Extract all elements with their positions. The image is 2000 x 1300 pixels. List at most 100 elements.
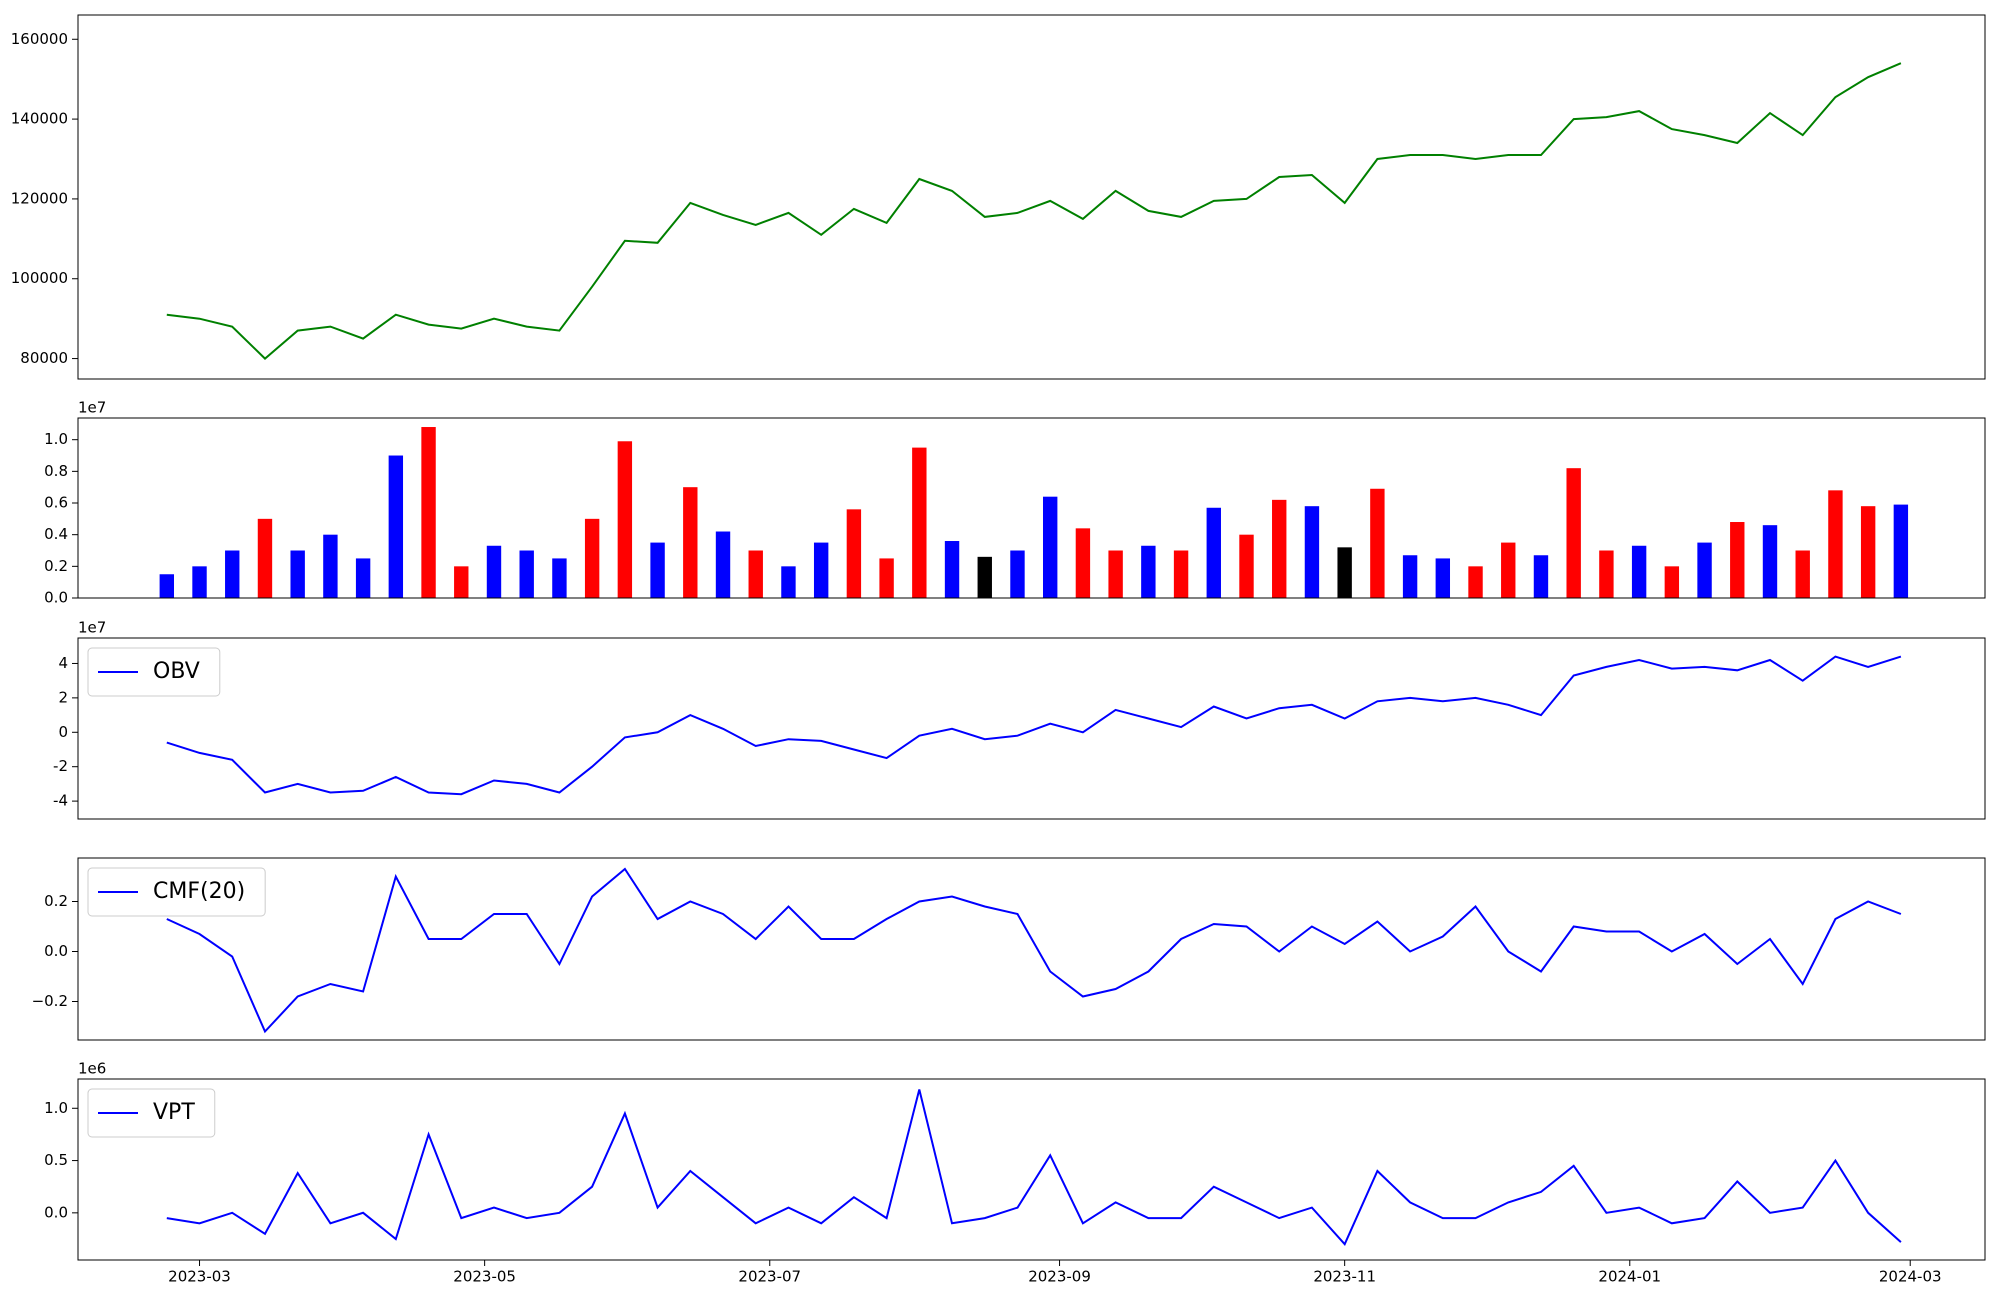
y-tick-label: 0.0 <box>44 589 68 607</box>
legend: CMF(20) <box>87 867 266 917</box>
volume-bar <box>355 558 371 598</box>
volume-bar <box>388 455 404 598</box>
volume-bar <box>617 441 633 598</box>
series-line <box>166 62 1902 360</box>
y-tick-label: 0.2 <box>44 557 68 575</box>
volume-bar <box>159 574 175 598</box>
volume-bar <box>584 518 600 598</box>
legend-label: OBV <box>153 659 200 684</box>
volume-bar <box>454 566 469 598</box>
legend: OBV <box>87 647 221 697</box>
y-tick-label: 100000 <box>11 269 68 287</box>
volume-bar <box>1762 525 1778 598</box>
volume-bar <box>1501 542 1516 598</box>
volume-bar <box>715 531 731 598</box>
volume-bar <box>1566 468 1581 598</box>
volume-bar <box>1631 545 1647 598</box>
y-tick-label: 1.0 <box>44 430 68 448</box>
volume-bar <box>879 558 894 598</box>
volume-bar <box>519 550 534 598</box>
y-tick-label: -2 <box>53 757 68 775</box>
axis-offset-label: 1e7 <box>78 619 106 637</box>
volume-bar <box>257 518 273 598</box>
volume-bar <box>1370 488 1385 598</box>
volume-bar <box>1730 522 1745 598</box>
x-tick-label: 2023-03 <box>168 1268 231 1286</box>
x-tick-label: 2024-03 <box>1879 1268 1942 1286</box>
volume-bar <box>290 550 305 598</box>
plot-frame <box>77 857 1986 1041</box>
volume-bar <box>1075 528 1091 598</box>
series-line <box>166 655 1902 796</box>
volume-bar <box>912 447 927 598</box>
y-tick-label: 0.4 <box>44 525 68 543</box>
y-tick-label: 140000 <box>11 110 68 128</box>
volume-bar <box>650 542 665 598</box>
volume-bar <box>1599 550 1614 598</box>
volume-bar <box>1468 566 1483 598</box>
volume-bar <box>944 541 960 598</box>
volume-bar <box>192 566 207 598</box>
plot-frame <box>77 417 1986 599</box>
volume-bar <box>1042 496 1058 598</box>
volume-bar <box>1272 499 1287 598</box>
legend-box <box>87 1088 216 1138</box>
volume-bar <box>225 550 240 598</box>
volume-bar <box>1828 490 1843 598</box>
y-tick-label: 0.8 <box>44 462 68 480</box>
y-tick-label: −0.2 <box>32 992 68 1010</box>
legend-label: CMF(20) <box>153 879 245 904</box>
volume-bar <box>1141 545 1156 598</box>
volume-bar <box>977 556 992 598</box>
volume-bar <box>1173 550 1189 598</box>
volume-bar <box>1010 550 1025 598</box>
y-tick-label: 80000 <box>20 349 68 367</box>
volume-bar <box>1795 550 1810 598</box>
volume-bar <box>1239 534 1254 598</box>
volume-bar <box>1206 507 1221 598</box>
x-tick-label: 2023-11 <box>1313 1268 1376 1286</box>
x-tick-label: 2024-01 <box>1598 1268 1661 1286</box>
volume-bar <box>846 509 862 598</box>
y-tick-label: 0.2 <box>44 892 68 910</box>
volume-bar <box>323 534 338 598</box>
x-tick-label: 2023-07 <box>738 1268 801 1286</box>
volume-bar <box>683 487 698 598</box>
y-tick-label: 120000 <box>11 189 68 207</box>
volume-bar <box>486 545 502 598</box>
plot-frame <box>77 1078 1986 1261</box>
plot-frame <box>77 637 1986 820</box>
volume-bar <box>1435 558 1451 598</box>
x-tick-label: 2023-05 <box>453 1268 516 1286</box>
y-tick-label: 4 <box>58 654 68 672</box>
y-tick-label: 0.5 <box>44 1151 68 1169</box>
series-line <box>166 1089 1902 1247</box>
volume-bar <box>1664 566 1680 598</box>
y-tick-label: 0.0 <box>44 1203 68 1221</box>
volume-bar <box>1337 547 1352 598</box>
volume-bar <box>781 566 796 598</box>
y-tick-label: 0 <box>58 723 68 741</box>
axis-offset-label: 1e7 <box>78 399 106 417</box>
legend-label: VPT <box>153 1100 195 1125</box>
volume-bar <box>813 542 829 598</box>
y-tick-label: -4 <box>53 792 68 810</box>
y-tick-label: 0.0 <box>44 942 68 960</box>
y-tick-label: 0.6 <box>44 494 68 512</box>
volume-bar <box>421 427 436 598</box>
volume-bar <box>748 550 763 598</box>
volume-bar <box>1108 550 1123 598</box>
legend-box <box>87 647 221 697</box>
volume-bar <box>1697 542 1712 598</box>
volume-bar <box>1533 555 1549 598</box>
volume-bar <box>1893 504 1909 598</box>
volume-bar <box>552 558 567 598</box>
x-tick-label: 2023-09 <box>1028 1268 1091 1286</box>
y-tick-label: 2 <box>58 688 68 706</box>
volume-bar <box>1304 506 1320 598</box>
series-line <box>166 867 1902 1034</box>
y-tick-label: 160000 <box>11 30 68 48</box>
plot-frame <box>77 14 1986 380</box>
